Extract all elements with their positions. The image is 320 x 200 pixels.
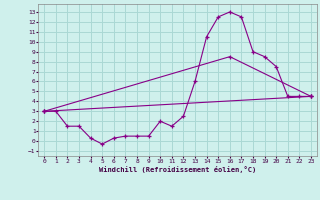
X-axis label: Windchill (Refroidissement éolien,°C): Windchill (Refroidissement éolien,°C) xyxy=(99,166,256,173)
